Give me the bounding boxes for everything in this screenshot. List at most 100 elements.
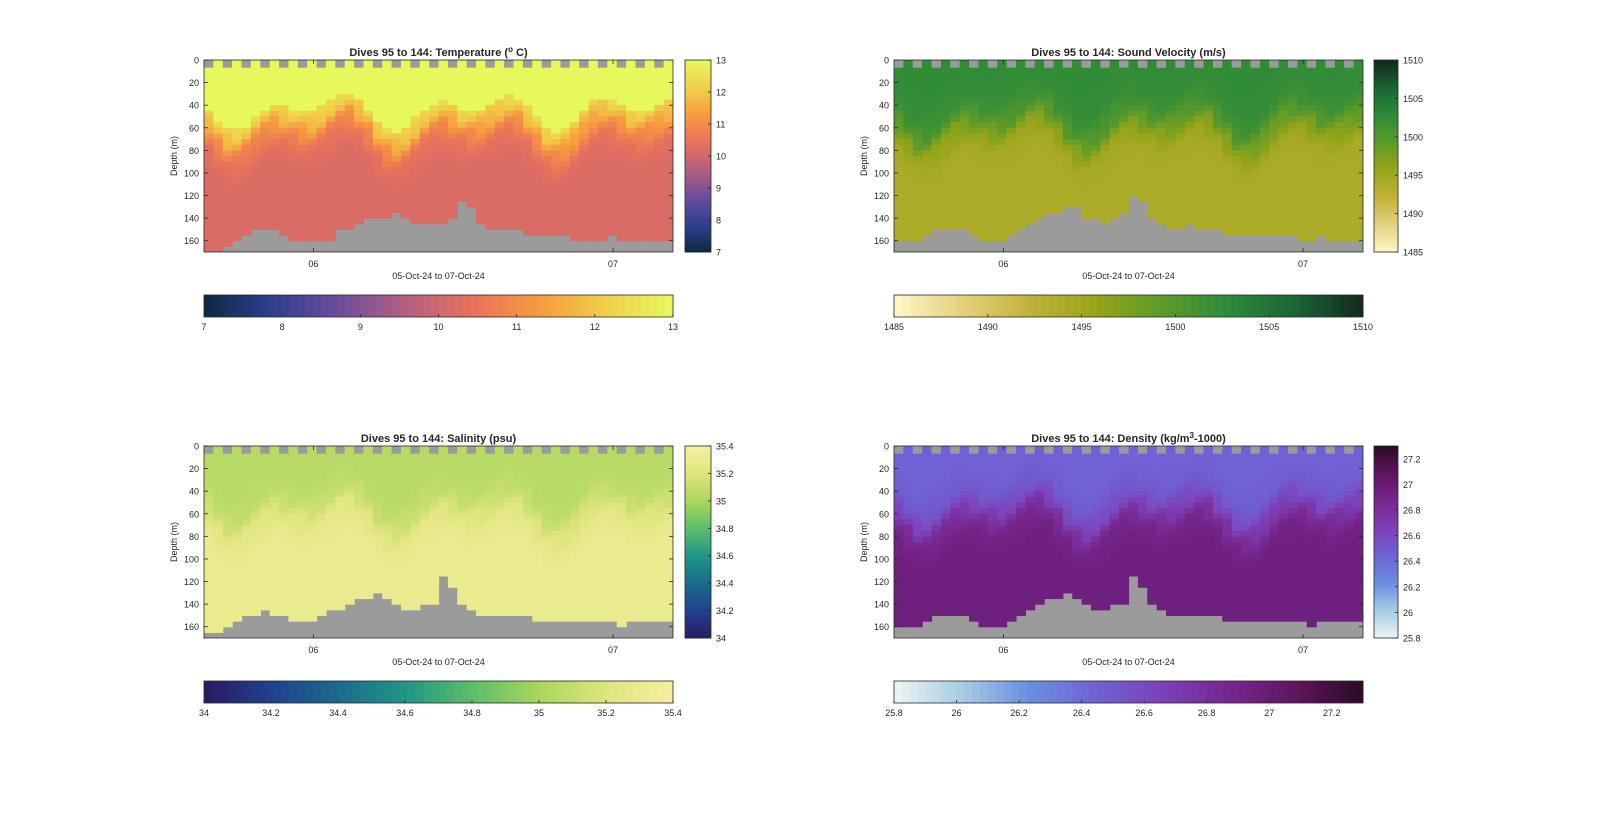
heatmap-cell (372, 575, 383, 583)
heatmap-cell (950, 172, 961, 180)
heatmap-cell (1044, 206, 1055, 214)
heatmap-cell (288, 189, 299, 197)
heatmap-cell (279, 491, 290, 498)
heatmap-cell (485, 570, 496, 577)
colorbar-segment (266, 295, 275, 317)
surface-gap (894, 60, 904, 68)
heatmap-cell (204, 133, 214, 140)
heatmap-cell (1100, 122, 1111, 129)
colorbar-segment (1374, 88, 1398, 93)
heatmap-cell (316, 592, 327, 600)
colorbar-segment (1374, 242, 1398, 247)
heatmap-cell (588, 547, 599, 554)
heatmap-cell (1250, 65, 1261, 72)
heatmap-cell (1269, 150, 1280, 157)
heatmap-cell (1090, 139, 1101, 146)
heatmap-cell (663, 161, 673, 168)
colorbar-segment (587, 295, 596, 317)
colorbar-segment (685, 63, 711, 67)
heatmap-cell (1325, 206, 1336, 214)
heatmap-cell (494, 479, 505, 487)
heatmap-cell (504, 127, 515, 135)
heatmap-cell (447, 99, 458, 106)
heatmap-cell (438, 144, 449, 151)
heatmap-cell (260, 139, 271, 146)
heatmap-cell (644, 206, 655, 214)
heatmap-cell (354, 502, 365, 509)
heatmap-cell (532, 167, 543, 174)
heatmap-cell (931, 139, 942, 146)
heatmap-cell (476, 570, 486, 577)
heatmap-cell (325, 156, 336, 163)
heatmap-cell (616, 82, 627, 89)
heatmap-cell (663, 485, 673, 492)
heatmap-cell (1278, 189, 1289, 197)
heatmap-cell (466, 105, 477, 112)
heatmap-cell (335, 485, 346, 492)
heatmap-cell (307, 201, 318, 208)
heatmap-cell (1062, 105, 1073, 112)
heatmap-cell (222, 240, 233, 247)
heatmap-cell (1269, 161, 1280, 168)
heatmap-cell (344, 133, 355, 140)
heatmap-cell (222, 139, 233, 146)
heatmap-cell (485, 116, 496, 123)
heatmap-cell (1081, 88, 1092, 95)
heatmap-cell (344, 598, 355, 605)
y-tick-label: 20 (189, 464, 199, 474)
heatmap-cell (541, 615, 552, 622)
heatmap-cell (494, 127, 505, 135)
heatmap-cell (232, 536, 243, 543)
heatmap-cell (1297, 116, 1308, 123)
heatmap-cell (372, 587, 383, 594)
heatmap-cell (922, 156, 933, 163)
heatmap-cell (288, 65, 299, 72)
heatmap-cell (279, 508, 290, 515)
heatmap-cell (288, 508, 299, 515)
heatmap-cell (382, 513, 393, 521)
heatmap-cell (363, 496, 374, 504)
heatmap-cell (1015, 99, 1026, 106)
heatmap-cell (513, 457, 524, 464)
heatmap-cell (344, 156, 355, 163)
heatmap-cell (288, 116, 299, 123)
heatmap-cell (410, 150, 421, 157)
heatmap-cell (1194, 223, 1205, 231)
heatmap-cell (997, 167, 1008, 174)
heatmap-cell (597, 71, 608, 78)
heatmap-cell (297, 598, 308, 605)
heatmap-cell (297, 229, 308, 236)
heatmap-cell (551, 508, 562, 515)
heatmap-cell (504, 457, 515, 464)
heatmap-cell (635, 172, 646, 180)
heatmap-cell (410, 468, 421, 475)
heatmap-cell (354, 189, 365, 197)
heatmap-cell (532, 127, 543, 135)
heatmap-cell (1278, 161, 1289, 168)
colorbar-segment (987, 295, 997, 317)
heatmap-cell (372, 65, 383, 72)
heatmap-cell (222, 133, 233, 140)
heatmap-cell (551, 462, 562, 470)
heatmap-cell (959, 161, 970, 168)
heatmap-cell (560, 525, 571, 532)
heatmap-cell (1194, 88, 1205, 95)
heatmap-cell (476, 513, 486, 521)
heatmap-cell (654, 536, 665, 543)
heatmap-cell (1166, 167, 1176, 174)
heatmap-cell (382, 150, 393, 157)
colorbar-tick-label: 1490 (978, 322, 998, 332)
heatmap-cell (1297, 110, 1308, 118)
heatmap-cell (447, 496, 458, 504)
heatmap-cell (1250, 161, 1261, 168)
heatmap-cell (969, 133, 980, 140)
heatmap-cell (1175, 201, 1186, 208)
heatmap-cell (607, 558, 618, 566)
heatmap-cell (579, 525, 590, 532)
heatmap-cell (1344, 189, 1355, 197)
heatmap-cell (1025, 99, 1036, 106)
heatmap-cell (1062, 93, 1073, 101)
y-tick-label: 40 (189, 101, 199, 111)
heatmap-cell (419, 474, 430, 481)
